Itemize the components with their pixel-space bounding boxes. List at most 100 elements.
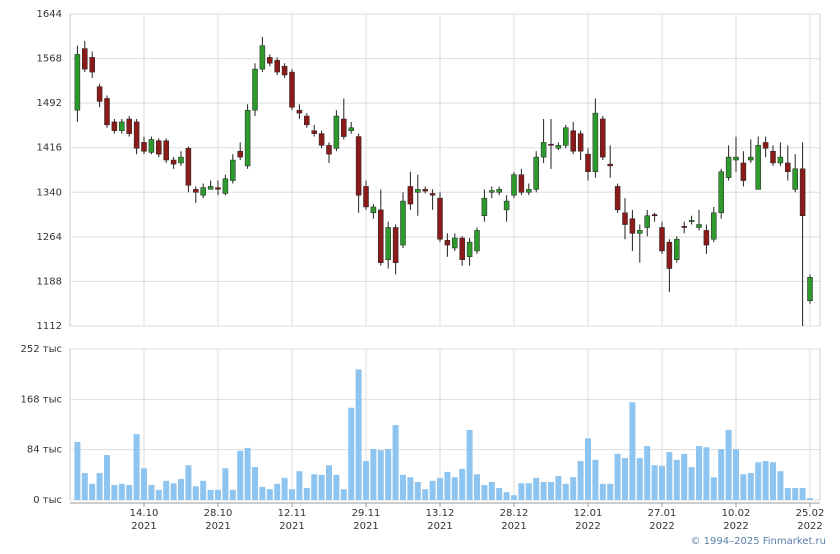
candle-body bbox=[385, 227, 391, 260]
volume-bar bbox=[296, 471, 303, 500]
candle-body bbox=[163, 140, 169, 161]
candle-body bbox=[489, 190, 495, 193]
price-panel bbox=[69, 13, 821, 327]
candle-body bbox=[674, 238, 680, 260]
y-tick-label: 1644 bbox=[37, 9, 62, 20]
y-tick-label: 1416 bbox=[37, 143, 62, 154]
volume-bar bbox=[740, 474, 747, 500]
candle-body bbox=[452, 237, 458, 249]
candle-body bbox=[799, 168, 806, 216]
candle-body bbox=[526, 189, 532, 193]
candle-body bbox=[400, 200, 406, 246]
candle-body bbox=[792, 168, 798, 190]
candle-body bbox=[415, 189, 421, 193]
volume-bar bbox=[644, 446, 651, 500]
volume-bar bbox=[533, 477, 540, 500]
y-tick-label: 252 тыс bbox=[21, 344, 62, 355]
candle-body bbox=[592, 112, 599, 173]
candle-body bbox=[200, 187, 206, 196]
x-tick-label: 14.10 2021 bbox=[130, 508, 159, 532]
volume-bar bbox=[622, 458, 628, 500]
x-tick-label-line: 2022 bbox=[797, 521, 822, 532]
x-tick-label-line: 2022 bbox=[649, 521, 674, 532]
candle-body bbox=[237, 150, 243, 158]
candle-body bbox=[696, 224, 702, 228]
candle-body bbox=[133, 121, 140, 149]
volume-bar bbox=[96, 473, 103, 500]
x-tick-label-line: 2022 bbox=[575, 521, 600, 532]
volume-bar bbox=[666, 452, 673, 500]
volume-bar bbox=[429, 480, 436, 500]
candle-body bbox=[496, 189, 502, 193]
candle-body bbox=[392, 227, 399, 263]
volume-bar bbox=[437, 477, 443, 500]
candle-body bbox=[437, 197, 443, 240]
volume-bar bbox=[555, 476, 562, 500]
candle-body bbox=[570, 130, 576, 152]
candle-body bbox=[755, 145, 761, 190]
candle-body bbox=[725, 156, 732, 178]
volume-bar bbox=[163, 480, 170, 500]
volume-bar bbox=[585, 438, 591, 500]
volume-bar bbox=[792, 488, 799, 500]
candle-body bbox=[659, 227, 665, 252]
x-tick-label-line: 12.11 bbox=[278, 508, 307, 519]
volume-bar bbox=[807, 498, 813, 500]
volume-bar bbox=[799, 488, 806, 500]
volume-bar bbox=[607, 483, 614, 500]
volume-bar bbox=[599, 483, 606, 500]
volume-bar bbox=[459, 468, 466, 500]
volume-bar bbox=[155, 489, 162, 500]
candle-body bbox=[563, 127, 569, 146]
volume-bar bbox=[74, 441, 81, 500]
volume-bar bbox=[318, 474, 325, 500]
volume-bar bbox=[496, 488, 503, 500]
candle-body bbox=[511, 174, 517, 196]
candle-body bbox=[540, 142, 547, 158]
y-tick-label: 1112 bbox=[37, 321, 62, 332]
x-tick-label-line: 2021 bbox=[205, 521, 230, 532]
footer: © 1994–2025 Finmarket.ru bbox=[690, 536, 826, 547]
candle-body bbox=[585, 153, 591, 173]
candle-body bbox=[274, 60, 280, 73]
volume-bar bbox=[237, 450, 244, 500]
volume-bar bbox=[400, 474, 406, 500]
candle-body bbox=[193, 189, 199, 193]
volume-bar bbox=[348, 407, 355, 500]
candle-body bbox=[740, 162, 747, 181]
volume-bar bbox=[725, 429, 732, 500]
candle-body bbox=[777, 156, 784, 164]
y-tick-label: 84 тыс bbox=[27, 445, 62, 456]
y-tick-label: 0 тыс bbox=[33, 495, 62, 506]
candle-body bbox=[378, 209, 384, 263]
volume-bar bbox=[540, 482, 547, 500]
volume-bar bbox=[451, 477, 458, 500]
candle-body bbox=[600, 118, 606, 158]
volume-bar bbox=[688, 467, 695, 500]
candle-body bbox=[230, 159, 236, 181]
volume-bar bbox=[326, 465, 332, 500]
x-tick-label-line: 2021 bbox=[353, 521, 378, 532]
x-tick-label: 10.02 2022 bbox=[722, 508, 751, 532]
candle-body bbox=[518, 174, 525, 193]
candle-body bbox=[267, 57, 273, 64]
x-tick-label-line: 12.01 bbox=[574, 508, 603, 519]
volume-bar bbox=[777, 471, 784, 500]
volume-bar bbox=[614, 453, 621, 500]
x-tick-label-line: 10.02 bbox=[722, 508, 751, 519]
x-tick-label: 29.11 2021 bbox=[352, 508, 381, 532]
volume-bar bbox=[333, 474, 340, 500]
y-tick-label: 1340 bbox=[37, 187, 62, 198]
volume-bar bbox=[370, 449, 377, 500]
x-tick-label: 13.12 2021 bbox=[426, 508, 455, 532]
volume-bar bbox=[200, 480, 207, 500]
volume-bar bbox=[570, 477, 577, 500]
volume-bar bbox=[592, 459, 599, 500]
volume-bar bbox=[488, 482, 495, 500]
volume-bar bbox=[422, 489, 429, 500]
candle-body bbox=[622, 212, 628, 225]
x-tick-label: 12.11 2021 bbox=[278, 508, 307, 532]
candle-body bbox=[607, 163, 613, 167]
candle-body bbox=[318, 133, 325, 146]
x-tick-label-line: 2021 bbox=[427, 521, 452, 532]
